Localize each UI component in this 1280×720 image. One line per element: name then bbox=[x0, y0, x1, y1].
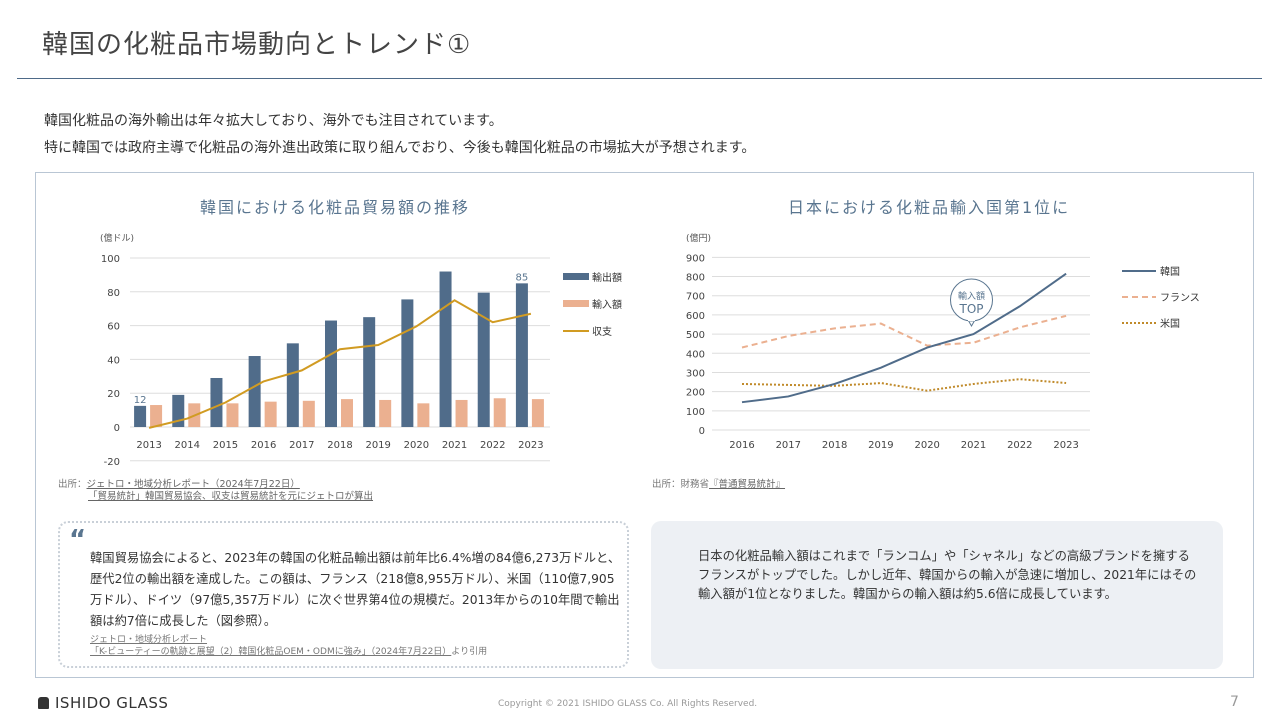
x-tick-label: 2014 bbox=[175, 440, 200, 451]
export-bar bbox=[286, 343, 299, 427]
source-link[interactable]: 『普通貿易統計』 bbox=[709, 479, 786, 490]
import-bar bbox=[379, 399, 392, 427]
quote-icon: “ bbox=[69, 525, 87, 555]
y-tick-label: 100 bbox=[101, 254, 120, 265]
quote-source-suffix: より引用 bbox=[451, 647, 488, 657]
balance-line bbox=[148, 299, 532, 429]
source-prefix: 出所：財務省 bbox=[652, 479, 710, 490]
x-tick-label: 2017 bbox=[289, 440, 314, 451]
intro-text: 韓国化粧品の海外輸出は年々拡大しており、海外でも注目されています。 特に韓国では… bbox=[44, 108, 755, 162]
page-number: 7 bbox=[1230, 694, 1239, 710]
export-bar bbox=[401, 299, 414, 427]
import-bar bbox=[341, 399, 353, 427]
y-axis-unit: (億ドル) bbox=[100, 232, 134, 244]
export-bar bbox=[363, 317, 376, 427]
source-link[interactable]: ジェトロ・地域分析レポート（2024年7月22日） bbox=[86, 479, 300, 490]
trade-chart: (億ドル) -20 0 20 40 60 80 100 2013 2014 2015 2016 2017… bbox=[100, 232, 622, 468]
quote-source-link[interactable]: ジェトロ・地域分析レポート bbox=[90, 635, 208, 645]
import-bar bbox=[455, 399, 468, 427]
quote-text: 韓国貿易協会によると、2023年の韓国の化粧品輸出額は前年比6.4%増の84億6… bbox=[90, 551, 621, 628]
x-tick-label: 2023 bbox=[518, 440, 543, 451]
x-tick-label: 2013 bbox=[136, 440, 161, 451]
y-tick-label: 80 bbox=[107, 288, 120, 299]
legend-label: 輸入額 bbox=[592, 298, 622, 311]
export-bar bbox=[325, 320, 337, 427]
x-tick-label: 2015 bbox=[213, 440, 238, 451]
y-tick-label: 60 bbox=[107, 322, 120, 333]
y-tick-label: 40 bbox=[107, 355, 120, 366]
copyright: Copyright © 2021 ISHIDO GLASS Co. All Ri… bbox=[498, 699, 758, 709]
export-bar bbox=[515, 283, 528, 427]
y-tick-label: -20 bbox=[104, 457, 120, 468]
intro-line: 韓国化粧品の海外輸出は年々拡大しており、海外でも注目されています。 bbox=[44, 113, 503, 129]
legend-swatch bbox=[563, 273, 589, 280]
x-tick-label: 2021 bbox=[442, 440, 467, 451]
import-bar bbox=[150, 405, 163, 427]
data-label: 12 bbox=[134, 395, 147, 406]
intro-line: 特に韓国では政府主導で化粧品の海外進出政策に取り組んでおり、今後も韓国化粧品の市… bbox=[44, 140, 756, 156]
right-source: 出所：財務省『普通貿易統計』 bbox=[652, 479, 785, 491]
export-bar bbox=[210, 377, 223, 427]
import-bar bbox=[302, 400, 315, 427]
logo-text: ISHIDO GLASS bbox=[55, 694, 169, 712]
legend-label: 輸出額 bbox=[592, 271, 622, 284]
company-logo: ISHIDO GLASS bbox=[38, 694, 168, 712]
source-prefix: 出所： bbox=[58, 479, 87, 490]
export-bar bbox=[248, 356, 261, 427]
legend-label: 収支 bbox=[592, 326, 612, 338]
x-tick-label: 2020 bbox=[404, 440, 429, 451]
x-tick-label: 2022 bbox=[480, 440, 505, 451]
x-tick-label: 2016 bbox=[251, 440, 276, 451]
export-bar bbox=[439, 271, 452, 427]
x-tick-label: 2018 bbox=[327, 440, 352, 451]
import-bar bbox=[531, 399, 544, 427]
export-bar bbox=[477, 292, 490, 427]
legend-swatch bbox=[563, 300, 589, 307]
source-link[interactable]: 「貿易統計」韓国貿易協会、収支は貿易統計を元にジェトロが算出 bbox=[88, 491, 374, 502]
y-tick-label: 20 bbox=[107, 389, 120, 400]
quote-box: “ 韓国貿易協会によると、2023年の韓国の化粧品輸出額は前年比6.4%増の84… bbox=[58, 521, 629, 668]
left-chart-title: 韓国における化粧品貿易額の推移 bbox=[200, 198, 471, 217]
import-bar bbox=[417, 403, 430, 427]
charts-panel bbox=[35, 172, 1254, 678]
export-bar bbox=[134, 405, 147, 427]
import-bar bbox=[226, 403, 239, 427]
quote-source-link[interactable]: 「K-ビューティーの軌跡と展望（2）韓国化粧品OEM・ODMに強み」（2024年… bbox=[90, 647, 452, 657]
logo-icon bbox=[38, 697, 49, 709]
import-bar bbox=[493, 398, 506, 427]
y-tick-label: 0 bbox=[114, 423, 120, 434]
quote-source: ジェトロ・地域分析レポート 「K-ビューティーの軌跡と展望（2）韓国化粧品OEM… bbox=[90, 634, 487, 658]
export-bar bbox=[172, 394, 185, 427]
note-box: 日本の化粧品輸入額はこれまで「ランコム」や「シャネル」などの高級ブランドを擁する… bbox=[651, 521, 1223, 669]
data-label: 85 bbox=[516, 272, 529, 283]
title-divider bbox=[17, 78, 1262, 79]
note-text: 日本の化粧品輸入額はこれまで「ランコム」や「シャネル」などの高級ブランドを擁する… bbox=[698, 549, 1197, 601]
x-tick-label: 2019 bbox=[365, 440, 390, 451]
page-title: 韓国の化粧品市場動向とトレンド① bbox=[42, 30, 472, 60]
import-bar bbox=[264, 401, 277, 427]
right-chart-title: 日本における化粧品輸入国第1位に bbox=[788, 198, 1071, 217]
left-source: 出所：ジェトロ・地域分析レポート（2024年7月22日） 「貿易統計」韓国貿易協… bbox=[58, 479, 373, 503]
